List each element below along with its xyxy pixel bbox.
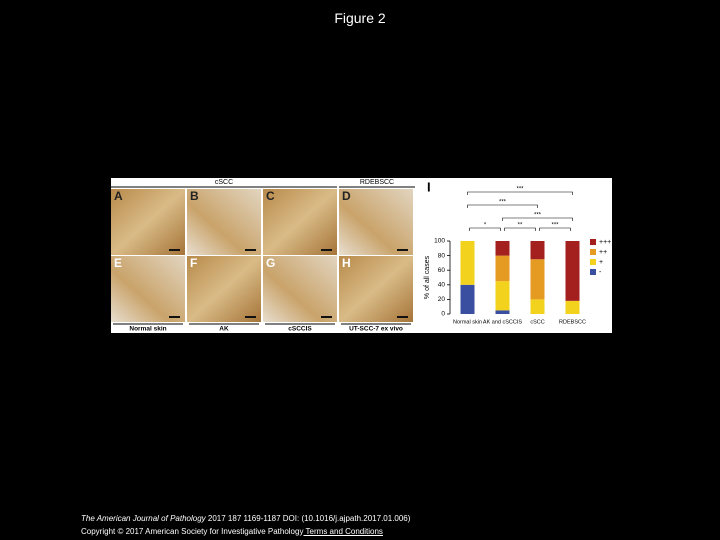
slide-title: Figure 2 bbox=[334, 10, 386, 26]
panel-label: E bbox=[114, 256, 122, 270]
copyright: Copyright © 2017 American Society for In… bbox=[81, 527, 304, 536]
significance-bracket bbox=[539, 227, 571, 231]
bar-segment bbox=[495, 255, 510, 282]
y-tick-label: 0 bbox=[441, 311, 445, 318]
significance-bracket bbox=[467, 191, 573, 195]
citation: The American Journal of Pathology 2017 1… bbox=[81, 514, 410, 523]
bar-segment bbox=[530, 241, 545, 260]
bar-segment bbox=[460, 284, 475, 314]
histology-image bbox=[187, 189, 261, 255]
significance-label: *** bbox=[534, 213, 542, 219]
x-tick-label: cSCC bbox=[530, 319, 544, 325]
row-label: Normal skin bbox=[129, 326, 166, 333]
legend-label: + bbox=[599, 259, 603, 266]
bar-segment bbox=[495, 310, 510, 314]
legend-swatch bbox=[590, 249, 596, 255]
copyright-line: Copyright © 2017 American Society for In… bbox=[81, 527, 383, 536]
bar-segment bbox=[495, 241, 510, 256]
legend-swatch bbox=[590, 239, 596, 245]
journal: The American Journal of Pathology bbox=[81, 514, 206, 523]
panel-label: A bbox=[114, 189, 123, 203]
row-label: UT-SCC-7 ex vivo bbox=[349, 326, 403, 333]
significance-bracket bbox=[504, 227, 536, 231]
bar-segment bbox=[530, 299, 545, 314]
y-tick-label: 20 bbox=[438, 296, 446, 303]
significance-label: * bbox=[484, 223, 487, 229]
y-tick-label: 40 bbox=[438, 282, 446, 289]
histology-image bbox=[339, 256, 413, 322]
panel-label: B bbox=[190, 189, 199, 203]
histology-image bbox=[339, 189, 413, 255]
y-tick-label: 80 bbox=[438, 252, 446, 259]
significance-bracket bbox=[467, 204, 538, 208]
legend-label: - bbox=[599, 269, 602, 276]
panel-label: F bbox=[190, 256, 197, 270]
bar-segment bbox=[495, 281, 510, 311]
terms-link[interactable]: Terms and Conditions bbox=[303, 527, 383, 536]
panel-label: G bbox=[266, 256, 275, 270]
significance-label: *** bbox=[516, 187, 524, 193]
panel-label: I bbox=[427, 179, 431, 194]
bar-segment bbox=[565, 241, 580, 301]
column-header: RDEBSCC bbox=[360, 179, 394, 186]
significance-bracket bbox=[502, 217, 573, 221]
legend-label: ++ bbox=[599, 249, 607, 256]
x-tick-label: RDEBSCC bbox=[559, 319, 586, 325]
significance-bracket bbox=[469, 227, 501, 231]
histology-image bbox=[263, 189, 337, 255]
y-tick-label: 100 bbox=[434, 238, 445, 245]
row-label: cSCCIS bbox=[288, 326, 312, 333]
y-axis-label: % of all cases bbox=[424, 255, 431, 299]
histology-image bbox=[111, 256, 185, 322]
row-label: AK bbox=[219, 326, 229, 333]
x-tick-label: Normal skin bbox=[453, 319, 482, 325]
citation-text: 2017 187 1169-1187 DOI: (10.1016/j.ajpat… bbox=[205, 514, 411, 523]
histology-image bbox=[263, 256, 337, 322]
column-header: cSCC bbox=[215, 179, 233, 186]
bar-segment bbox=[530, 259, 545, 300]
y-tick-label: 60 bbox=[438, 267, 446, 274]
panel-label: C bbox=[266, 189, 275, 203]
panel-label: H bbox=[342, 256, 351, 270]
legend-swatch bbox=[590, 269, 596, 275]
panel-label: D bbox=[342, 189, 351, 203]
histology-image bbox=[187, 256, 261, 322]
significance-label: *** bbox=[499, 200, 507, 206]
x-tick-label: AK and cSCCIS bbox=[483, 319, 522, 325]
legend-label: +++ bbox=[599, 239, 611, 246]
bar-segment bbox=[565, 300, 580, 314]
bar-segment bbox=[460, 241, 475, 285]
significance-label: ** bbox=[518, 223, 523, 229]
significance-label: *** bbox=[551, 223, 559, 229]
histology-image bbox=[111, 189, 185, 255]
legend-swatch bbox=[590, 259, 596, 265]
